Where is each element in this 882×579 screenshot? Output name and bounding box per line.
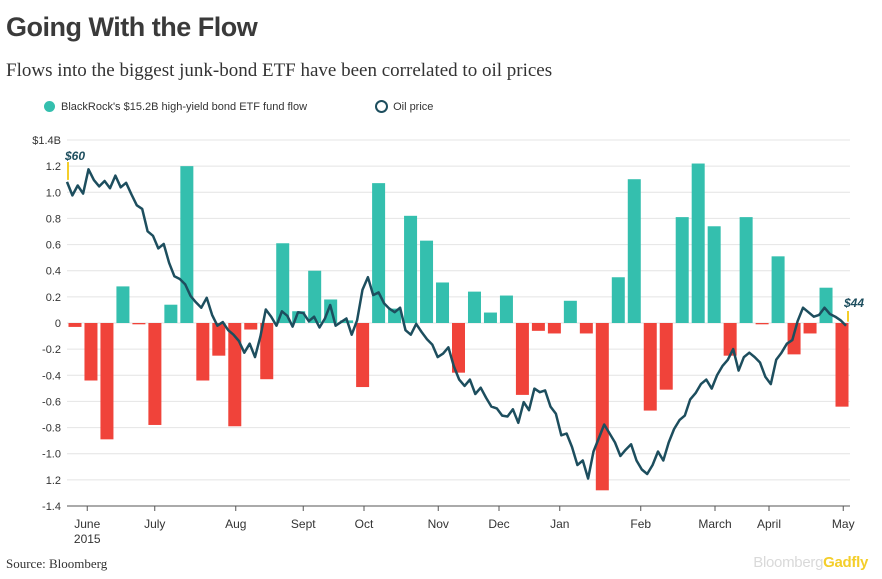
x-tick-label: Feb [630,517,651,531]
flow-bar [579,323,593,334]
flow-bar [515,323,529,395]
x-tick-label: July [144,517,165,531]
flow-bar [835,323,849,407]
brand-logo: BloombergGadfly [753,554,868,571]
flow-bar [308,270,322,323]
flow-bar [84,323,98,381]
x-tick-label: Dec [488,517,509,531]
y-tick-label: $1.4B [32,135,61,147]
flow-bar [547,323,561,334]
source-note: Source: Bloomberg [6,556,108,571]
flow-bar [675,217,689,323]
flow-bar [483,312,497,323]
flow-bar [707,226,721,323]
flow-bar [627,179,641,323]
x-tick-label: Oct [355,517,374,531]
annotation-start-label: $60 [64,149,85,163]
legend-label-oil-price: Oil price [393,100,434,113]
flow-bar [739,217,753,323]
flow-bar [212,323,226,356]
x-tick-label: May [832,517,855,531]
x-tick-label: Sept [291,517,316,531]
flow-bar [244,323,258,330]
y-tick-label: -0.2 [42,344,61,356]
x-tick-sublabel: 2015 [74,532,101,545]
flow-bar [499,295,513,323]
flow-bar [755,323,769,325]
y-tick-label: -0.8 [42,423,61,435]
flow-bar [467,291,481,323]
x-tick-label: Jan [550,517,569,531]
y-tick-label: 0.2 [46,292,61,304]
x-tick-label: June [74,517,100,531]
flow-bar [819,287,833,323]
y-tick-label: 0.6 [46,240,61,252]
y-tick-label: -0.6 [42,396,61,408]
x-tick-label: Nov [428,517,449,531]
flow-bar [643,323,657,411]
flow-bar [164,304,178,323]
annotation-end-label: $44 [843,296,864,310]
flow-bar [132,323,146,325]
y-tick-label: 0.4 [46,266,61,278]
flow-bar [787,323,801,355]
oil-price-line [65,168,847,480]
flow-bar [404,215,418,323]
y-tick-label: -1.4 [42,501,61,513]
x-tick-label: April [757,517,781,531]
flow-bar [611,277,625,323]
flow-bar [372,183,386,323]
flow-bar [563,300,577,323]
flow-bar [292,311,306,323]
y-tick-label: -1.0 [42,449,61,461]
flow-bar [436,282,450,323]
flow-bar [803,323,817,334]
legend-item-oil-price: Oil price [375,100,433,113]
flow-bar [180,166,194,323]
flow-bar [771,256,785,323]
legend-item-fund-flow: BlackRock's $15.2B high-yield bond ETF f… [44,101,307,113]
flow-bar [356,323,370,388]
flow-bar [196,323,210,381]
flow-bar [723,323,737,356]
brand-part2: Gadfly [823,554,868,571]
flow-bar [420,240,434,323]
flow-bar [595,323,609,491]
flow-bar [260,323,274,380]
y-tick-label: 1.2 [46,161,61,173]
x-tick-label: March [698,517,731,531]
y-tick-label: 0 [55,318,61,330]
flow-bar [276,243,290,323]
flow-bar [452,323,465,373]
brand-part1: Bloomberg [753,554,824,571]
y-tick-label: -0.4 [42,370,61,382]
flow-bar [228,323,242,427]
chart-legend: BlackRock's $15.2B high-yield bond ETF f… [44,100,501,113]
flow-bar [116,286,130,323]
flow-bar [659,323,673,390]
chart-title: Going With the Flow [6,12,258,42]
flow-bar [100,323,114,440]
combo-chart: $1.4B 1.2 1.0 0.8 0.6 0.4 0.2 0 -0.2 -0.4 -0.6 -0.8… [32,135,864,545]
oil-price-ring-icon [375,100,389,113]
x-tick-label: Aug [225,517,246,531]
flow-bar [531,323,545,331]
chart-subtitle: Flows into the biggest junk-bond ETF hav… [6,60,553,81]
flow-bar [388,308,402,323]
legend-label-fund-flow: BlackRock's $15.2B high-yield bond ETF f… [61,100,308,113]
y-tick-label: 0.8 [46,213,61,225]
flow-bar [68,323,82,327]
y-tick-label: 1.2 [46,475,61,487]
y-tick-label: 1.0 [46,187,61,199]
fund-flow-dot-icon [44,101,55,112]
flow-bar [691,163,705,323]
flow-bar [148,323,162,425]
